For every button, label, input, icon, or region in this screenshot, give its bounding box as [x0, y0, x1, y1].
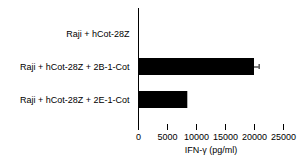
svg-text:10000: 10000	[184, 132, 209, 142]
svg-text:Raji + hCot-28Z + 2E-1-Cot: Raji + hCot-28Z + 2E-1-Cot	[20, 95, 130, 105]
svg-text:Raji + hCot-28Z + 2B-1-Cot: Raji + hCot-28Z + 2B-1-Cot	[20, 62, 130, 72]
svg-text:25000: 25000	[271, 132, 296, 142]
svg-text:5000: 5000	[157, 132, 177, 142]
svg-text:0: 0	[136, 132, 141, 142]
svg-text:20000: 20000	[242, 132, 267, 142]
svg-text:15000: 15000	[213, 132, 238, 142]
svg-text:IFN-γ (pg/ml): IFN-γ (pg/ml)	[185, 145, 238, 155]
svg-text:Raji + hCot-28Z: Raji + hCot-28Z	[66, 29, 130, 39]
